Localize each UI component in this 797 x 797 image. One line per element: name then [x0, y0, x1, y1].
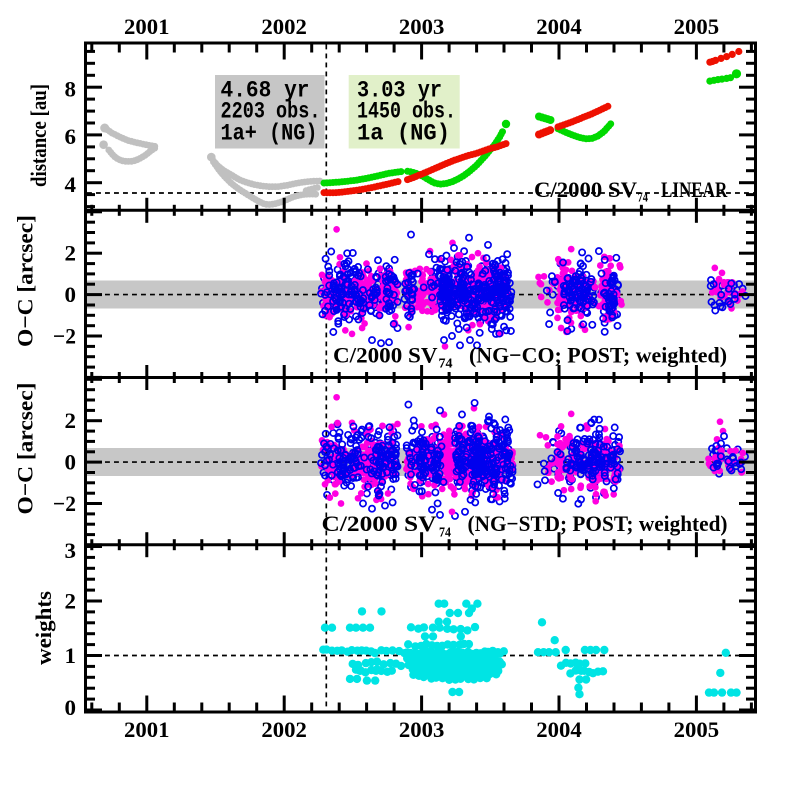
- svg-text:2: 2: [65, 408, 77, 433]
- svg-text:2001: 2001: [124, 14, 170, 39]
- svg-text:74: 74: [638, 191, 649, 206]
- svg-text:C/2000 SV: C/2000 SV: [333, 343, 438, 368]
- svg-text:2203 obs.: 2203 obs.: [221, 99, 321, 125]
- svg-text:2: 2: [65, 589, 77, 614]
- svg-text:2002: 2002: [261, 717, 307, 742]
- svg-text:1: 1: [65, 643, 77, 668]
- svg-text:2003: 2003: [399, 14, 445, 39]
- svg-text:O−C [arcsec]: O−C [arcsec]: [13, 383, 38, 515]
- svg-text:2003: 2003: [399, 717, 445, 742]
- svg-text:0: 0: [65, 282, 77, 307]
- svg-text:0: 0: [65, 450, 77, 475]
- svg-text:weights: weights: [31, 591, 56, 665]
- svg-text:0: 0: [65, 695, 77, 720]
- svg-text:4.68 yr: 4.68 yr: [221, 78, 310, 104]
- svg-text:74: 74: [439, 526, 451, 541]
- svg-text:2004: 2004: [536, 717, 582, 742]
- svg-text:2: 2: [65, 241, 77, 266]
- svg-text:C/2000 SV: C/2000 SV: [322, 511, 437, 536]
- svg-text:(NG−CO; POST; weighted): (NG−CO; POST; weighted): [469, 343, 727, 368]
- svg-text:O−C [arcsec]: O−C [arcsec]: [13, 215, 38, 347]
- svg-text:6: 6: [65, 124, 77, 149]
- svg-text:LINEAR: LINEAR: [661, 177, 728, 202]
- svg-text:−2: −2: [53, 324, 76, 349]
- svg-text:2001: 2001: [124, 717, 170, 742]
- svg-text:3: 3: [65, 538, 77, 563]
- svg-text:−2: −2: [53, 491, 76, 516]
- svg-text:C/2000 SV: C/2000 SV: [534, 177, 637, 202]
- svg-text:1a+ (NG): 1a+ (NG): [221, 121, 318, 147]
- svg-text:8: 8: [65, 77, 77, 102]
- svg-text:2002: 2002: [261, 14, 307, 39]
- svg-text:1a (NG): 1a (NG): [357, 121, 450, 147]
- svg-text:2005: 2005: [674, 14, 720, 39]
- svg-text:2004: 2004: [536, 14, 582, 39]
- svg-text:2005: 2005: [674, 717, 720, 742]
- svg-text:1450 obs.: 1450 obs.: [357, 99, 456, 125]
- svg-text:74: 74: [439, 357, 453, 372]
- svg-text:3.03 yr: 3.03 yr: [357, 78, 442, 104]
- svg-text:distance [au]: distance [au]: [26, 84, 51, 187]
- svg-text:4: 4: [65, 172, 77, 197]
- svg-text:(NG−STD; POST; weighted): (NG−STD; POST; weighted): [468, 511, 728, 536]
